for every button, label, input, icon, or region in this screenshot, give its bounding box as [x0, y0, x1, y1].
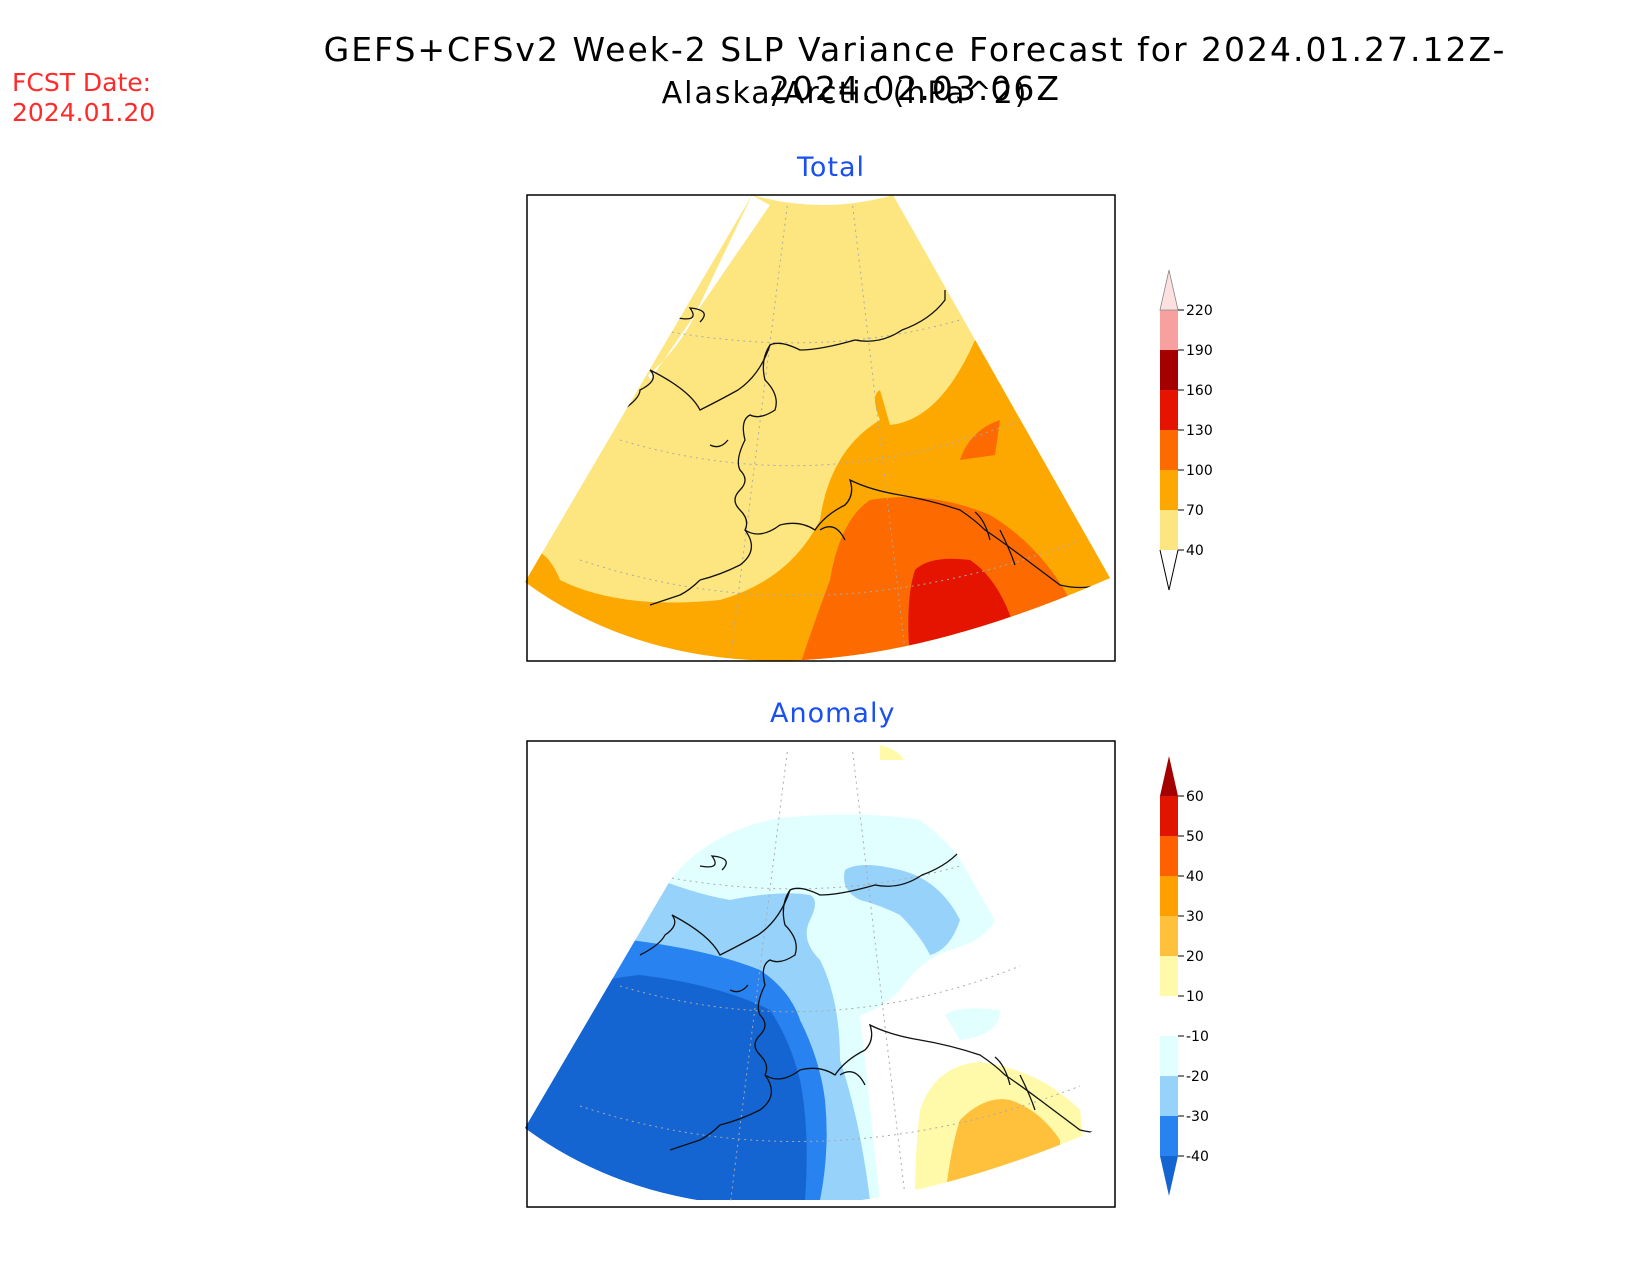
total-cb-label: 190 — [1186, 343, 1213, 359]
total-cb-bin-70 — [1160, 470, 1178, 510]
total-cb-lower-arrow — [1159, 549, 1179, 591]
anom-cb-bin — [1160, 1116, 1178, 1156]
anom-coastline — [639, 835, 1110, 1151]
anom-cb-label: -20 — [1186, 1069, 1209, 1085]
anom-cb-bin — [1160, 1076, 1178, 1116]
anom-cb-lower-arrow — [1160, 1156, 1178, 1196]
total-cb-upper-arrow — [1159, 269, 1179, 311]
forecast-date-value: 2024.01.20 — [12, 98, 156, 127]
anom-cb-label: -40 — [1186, 1149, 1209, 1165]
main-title: GEFS+CFSv2 Week-2 SLP Variance Forecast … — [323, 30, 1507, 108]
anom-fill-minus20-north — [844, 865, 960, 955]
total-cb-bin-160 — [1160, 350, 1178, 390]
anom-cb-label: 60 — [1186, 789, 1204, 805]
total-panel-title: Total — [797, 152, 866, 183]
anom-cb-bin — [1160, 876, 1178, 916]
anom-cb-label: 10 — [1186, 989, 1204, 1005]
total-cb-label: 130 — [1186, 423, 1213, 439]
anom-cb-label: 20 — [1186, 949, 1204, 965]
anom-cb-upper-arrow — [1160, 756, 1178, 796]
anom-cb-label: 40 — [1186, 869, 1204, 885]
total-cb-bin-130 — [1160, 390, 1178, 430]
anom-cb-label: 50 — [1186, 829, 1204, 845]
anomaly-map-frame — [526, 740, 1116, 1208]
total-fill-100-130-north — [960, 420, 1000, 460]
anom-fill-plus10-north — [880, 745, 905, 760]
anom-fill-minus10-east — [945, 1008, 1000, 1040]
total-coastline — [614, 290, 1101, 606]
total-cb-bin-40 — [1160, 510, 1178, 550]
total-blank-region — [648, 195, 770, 380]
anom-cb-bin — [1160, 956, 1178, 996]
anomaly-map — [525, 740, 1116, 1208]
total-graticule — [579, 199, 1081, 661]
anom-cb-label: 30 — [1186, 909, 1204, 925]
total-cb-label: 160 — [1186, 383, 1213, 399]
total-cb-label: 40 — [1186, 543, 1204, 559]
total-cb-bin-100 — [1160, 430, 1178, 470]
anom-cb-bin — [1160, 1036, 1178, 1076]
total-cb-label: 70 — [1186, 503, 1204, 519]
total-cb-label: 220 — [1186, 303, 1213, 319]
subtitle: Alaska/Arctic (hPa^2) — [661, 76, 1029, 111]
anom-cb-bin — [1160, 916, 1178, 956]
anom-cb-bin — [1160, 996, 1178, 1036]
anom-cb-bin — [1160, 796, 1178, 836]
total-cb-bin-190 — [1160, 310, 1178, 350]
anomaly-panel-title: Anomaly — [770, 698, 896, 729]
total-colorbar: 40 70 100 130 160 190 220 — [1159, 269, 1213, 591]
forecast-date-label: FCST Date: — [12, 68, 152, 97]
total-map — [525, 194, 1116, 662]
anomaly-colorbar: -40 -30 -20 -10 10 20 30 40 50 60 — [1160, 756, 1209, 1196]
anom-cb-label: -10 — [1186, 1029, 1209, 1045]
anom-cb-label: -30 — [1186, 1109, 1209, 1125]
total-cb-label: 100 — [1186, 463, 1213, 479]
total-map-frame — [526, 194, 1116, 662]
anom-cb-bin — [1160, 836, 1178, 876]
